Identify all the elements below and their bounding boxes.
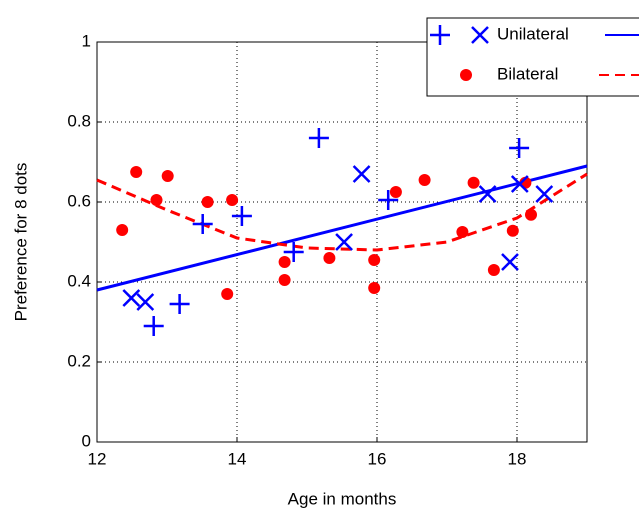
x-tick-label: 14 [228,449,247,468]
dot-marker [150,194,163,206]
legend-cross [471,26,489,44]
cross-marker [352,165,371,183]
dot-marker [116,224,129,236]
dot-marker [278,256,291,268]
cross-marker [335,233,353,251]
dot-marker [389,186,402,198]
dot-marker [201,196,214,208]
dot-marker [487,264,500,276]
dot-marker [368,282,381,294]
plus-marker [143,316,164,336]
legend-label: Unilateral [497,24,569,43]
plus-marker [378,190,399,210]
y-tick-label: 0 [82,431,91,450]
plus-marker [231,206,252,226]
y-tick-label: 0.8 [67,111,91,130]
cross-marker [478,185,497,203]
legend-label: Bilateral [497,64,558,83]
dot-marker [506,224,519,237]
dot-marker [525,208,537,221]
dot-marker [130,166,143,178]
plus-marker [192,214,213,234]
cross-marker [535,185,554,203]
dot-marker [418,174,431,186]
dot-marker [161,170,174,182]
y-tick-label: 0.6 [67,191,91,210]
x-tick-label: 16 [368,449,387,468]
plot-area [97,42,587,442]
fit-line [96,164,588,292]
dot-marker [456,226,469,238]
axes-box [96,41,588,443]
dot-marker [323,252,336,264]
cross-marker [501,253,519,271]
y-tick-label: 0.2 [67,351,91,370]
dot-marker [368,254,381,266]
plus-marker [283,242,304,262]
plus-marker [169,294,190,314]
x-tick-label: 12 [88,449,107,468]
dot-marker [221,288,234,300]
y-tick-label: 1 [82,31,91,50]
fit-line [96,172,588,252]
x-tick-label: 18 [508,449,527,468]
x-axis-label: Age in months [288,489,397,508]
cross-marker [510,175,529,193]
y-axis-label: Preference for 8 dots [11,163,30,322]
legend-dot [460,69,472,81]
plus-marker [509,138,530,158]
legend-box [426,17,639,97]
cross-marker [122,289,141,307]
plus-marker [308,128,329,148]
y-tick-label: 0.4 [67,271,91,290]
dot-marker [467,176,480,189]
dot-marker [278,274,291,286]
cross-marker [136,293,155,311]
legend-plus [430,25,450,45]
dot-marker [226,194,239,206]
